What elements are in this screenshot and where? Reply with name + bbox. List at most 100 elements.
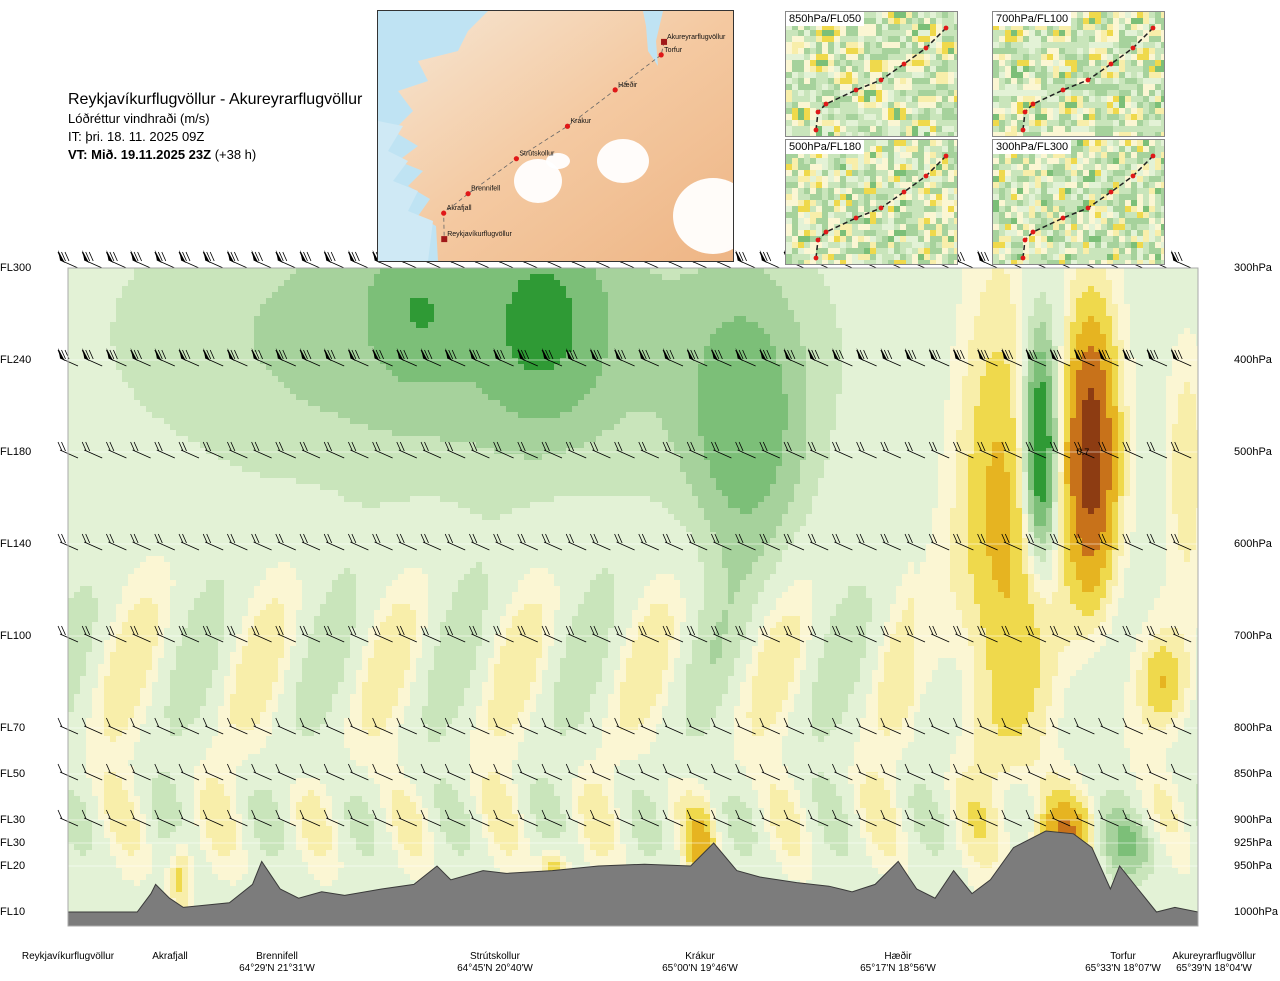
field-cell bbox=[248, 310, 255, 317]
field-cell bbox=[920, 268, 927, 275]
field-cell bbox=[224, 412, 231, 419]
field-cell bbox=[266, 376, 273, 383]
field-cell bbox=[992, 394, 999, 401]
field-cell bbox=[344, 316, 351, 323]
field-cell bbox=[842, 280, 849, 287]
field-cell bbox=[518, 298, 525, 305]
field-cell bbox=[524, 340, 531, 347]
field-cell bbox=[650, 292, 657, 299]
field-cell bbox=[302, 274, 309, 281]
field-cell bbox=[368, 280, 375, 287]
field-cell bbox=[980, 346, 987, 353]
field-cell bbox=[296, 298, 303, 305]
field-cell bbox=[638, 274, 645, 281]
field-cell bbox=[296, 358, 303, 365]
field-cell bbox=[836, 400, 843, 407]
field-cell bbox=[254, 274, 261, 281]
field-cell bbox=[206, 412, 213, 419]
field-cell bbox=[254, 400, 261, 407]
field-cell bbox=[380, 406, 387, 413]
field-cell bbox=[932, 412, 939, 419]
field-cell bbox=[494, 334, 501, 341]
field-cell bbox=[272, 292, 279, 299]
field-cell bbox=[116, 412, 123, 419]
field-cell bbox=[260, 280, 267, 287]
field-cell bbox=[488, 394, 495, 401]
field-cell bbox=[464, 382, 471, 389]
field-cell bbox=[986, 364, 993, 371]
field-cell bbox=[566, 412, 573, 419]
field-cell bbox=[230, 280, 237, 287]
field-cell bbox=[560, 382, 567, 389]
field-cell bbox=[968, 268, 975, 275]
field-cell bbox=[746, 286, 753, 293]
field-cell bbox=[620, 304, 627, 311]
field-cell bbox=[86, 382, 93, 389]
field-cell bbox=[866, 334, 873, 341]
field-cell bbox=[830, 274, 837, 281]
field-cell bbox=[488, 310, 495, 317]
field-cell bbox=[146, 400, 153, 407]
field-cell bbox=[1022, 358, 1029, 365]
field-cell bbox=[242, 286, 249, 293]
field-cell bbox=[356, 394, 363, 401]
field-cell bbox=[116, 424, 123, 431]
field-cell bbox=[314, 370, 321, 377]
field-cell bbox=[926, 328, 933, 335]
field-cell bbox=[512, 316, 519, 323]
field-cell bbox=[68, 280, 75, 287]
field-cell bbox=[638, 412, 645, 419]
field-cell bbox=[716, 400, 723, 407]
field-cell bbox=[866, 298, 873, 305]
field-cell bbox=[350, 322, 357, 329]
field-cell bbox=[92, 316, 99, 323]
field-cell bbox=[152, 298, 159, 305]
field-cell bbox=[1070, 370, 1077, 377]
field-cell bbox=[308, 382, 315, 389]
field-cell bbox=[428, 286, 435, 293]
field-cell bbox=[608, 394, 615, 401]
field-cell bbox=[302, 364, 309, 371]
field-cell bbox=[1166, 418, 1173, 425]
field-cell bbox=[944, 412, 951, 419]
field-cell bbox=[1142, 412, 1149, 419]
field-cell bbox=[968, 316, 975, 323]
field-cell bbox=[614, 346, 621, 353]
field-cell bbox=[770, 394, 777, 401]
field-cell bbox=[356, 346, 363, 353]
field-cell bbox=[560, 328, 567, 335]
field-cell bbox=[212, 268, 219, 275]
field-cell bbox=[164, 382, 171, 389]
field-cell bbox=[74, 358, 81, 365]
field-cell bbox=[542, 376, 549, 383]
field-cell bbox=[1142, 286, 1149, 293]
field-cell bbox=[878, 418, 885, 425]
field-cell bbox=[1052, 412, 1059, 419]
field-cell bbox=[1100, 412, 1107, 419]
field-cell bbox=[824, 418, 831, 425]
field-cell bbox=[686, 334, 693, 341]
field-cell bbox=[314, 340, 321, 347]
field-cell bbox=[626, 394, 633, 401]
field-cell bbox=[1028, 286, 1035, 293]
field-cell bbox=[1040, 280, 1047, 287]
field-cell bbox=[668, 400, 675, 407]
field-cell bbox=[152, 286, 159, 293]
field-cell bbox=[1184, 316, 1191, 323]
field-cell bbox=[584, 364, 591, 371]
field-cell bbox=[542, 304, 549, 311]
field-cell bbox=[74, 274, 81, 281]
field-cell bbox=[1022, 286, 1029, 293]
field-cell bbox=[434, 304, 441, 311]
field-cell bbox=[302, 328, 309, 335]
field-cell bbox=[122, 328, 129, 335]
field-cell bbox=[1196, 400, 1198, 407]
field-cell bbox=[710, 268, 717, 275]
field-cell bbox=[482, 352, 489, 359]
field-cell bbox=[788, 388, 795, 395]
field-cell bbox=[146, 292, 153, 299]
field-cell bbox=[560, 406, 567, 413]
field-cell bbox=[344, 382, 351, 389]
field-cell bbox=[92, 298, 99, 305]
field-cell bbox=[524, 412, 531, 419]
